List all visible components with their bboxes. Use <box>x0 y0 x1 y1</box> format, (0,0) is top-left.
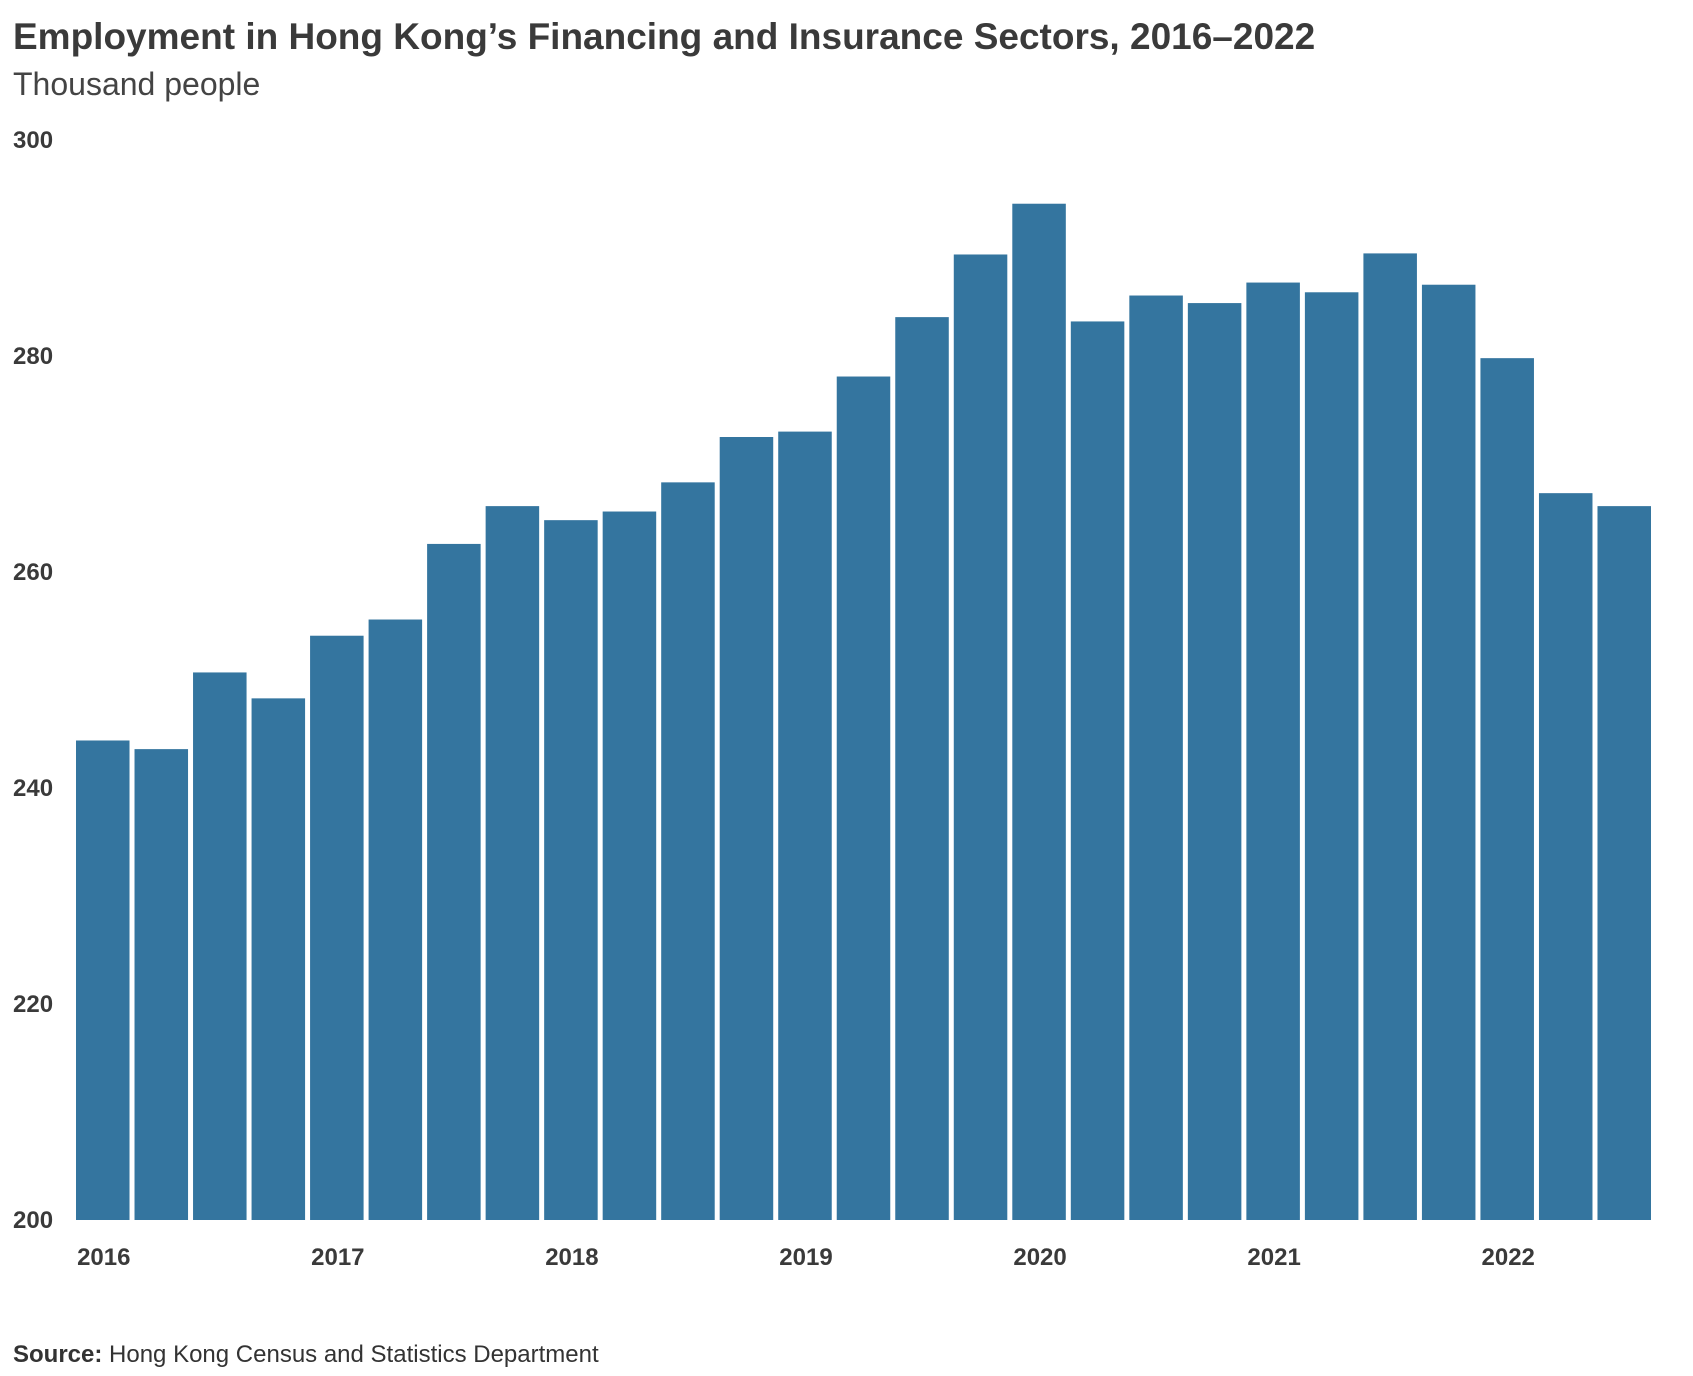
y-axis-ticks: 200 220 240 260 280 300 <box>13 127 53 1234</box>
x-tick-label: 2016 <box>77 1244 130 1271</box>
x-tick-label: 2017 <box>311 1244 364 1271</box>
x-tick-label: 2021 <box>1247 1244 1300 1271</box>
bar <box>895 317 949 1220</box>
bar <box>778 431 832 1221</box>
y-tick-label: 240 <box>13 775 53 802</box>
bar <box>368 619 423 1220</box>
x-tick-label: 2020 <box>1013 1244 1066 1271</box>
bar <box>134 749 189 1220</box>
bar <box>1246 282 1300 1220</box>
source-label: Source: <box>13 1341 103 1368</box>
bar <box>544 520 598 1220</box>
bar <box>1363 253 1417 1220</box>
bar <box>661 482 715 1220</box>
source-text: Hong Kong Census and Statistics Departme… <box>109 1341 599 1368</box>
bar <box>1421 284 1476 1221</box>
bar <box>1538 493 1593 1220</box>
y-tick-label: 220 <box>13 991 53 1018</box>
chart-title: Employment in Hong Kong’s Financing and … <box>13 16 1316 57</box>
bar <box>76 740 130 1220</box>
x-tick-label: 2022 <box>1482 1244 1535 1271</box>
bar <box>836 376 891 1220</box>
x-tick-label: 2018 <box>545 1244 598 1271</box>
bars <box>76 203 1651 1221</box>
y-tick-label: 260 <box>13 559 53 586</box>
bar <box>1304 292 1359 1220</box>
y-tick-label: 300 <box>13 127 53 154</box>
bar <box>1012 203 1066 1221</box>
y-tick-label: 200 <box>13 1207 53 1234</box>
bar <box>193 672 247 1220</box>
bar <box>310 635 364 1220</box>
y-tick-label: 280 <box>13 343 53 370</box>
bar <box>1480 358 1534 1220</box>
x-tick-label: 2019 <box>779 1244 832 1271</box>
x-axis-ticks: 2016 2017 2018 2019 2020 2021 2022 <box>77 1244 1535 1271</box>
bar <box>1129 295 1183 1220</box>
source-note: Source: Hong Kong Census and Statistics … <box>13 1341 599 1369</box>
bar <box>953 254 1008 1221</box>
bar <box>251 698 306 1220</box>
bar <box>1597 506 1651 1220</box>
chart-subtitle: Thousand people <box>13 66 261 102</box>
bar <box>485 506 540 1220</box>
bar <box>1070 321 1125 1220</box>
bar <box>1187 303 1242 1221</box>
bar <box>427 543 481 1220</box>
bar <box>719 437 774 1220</box>
bar <box>602 511 657 1220</box>
